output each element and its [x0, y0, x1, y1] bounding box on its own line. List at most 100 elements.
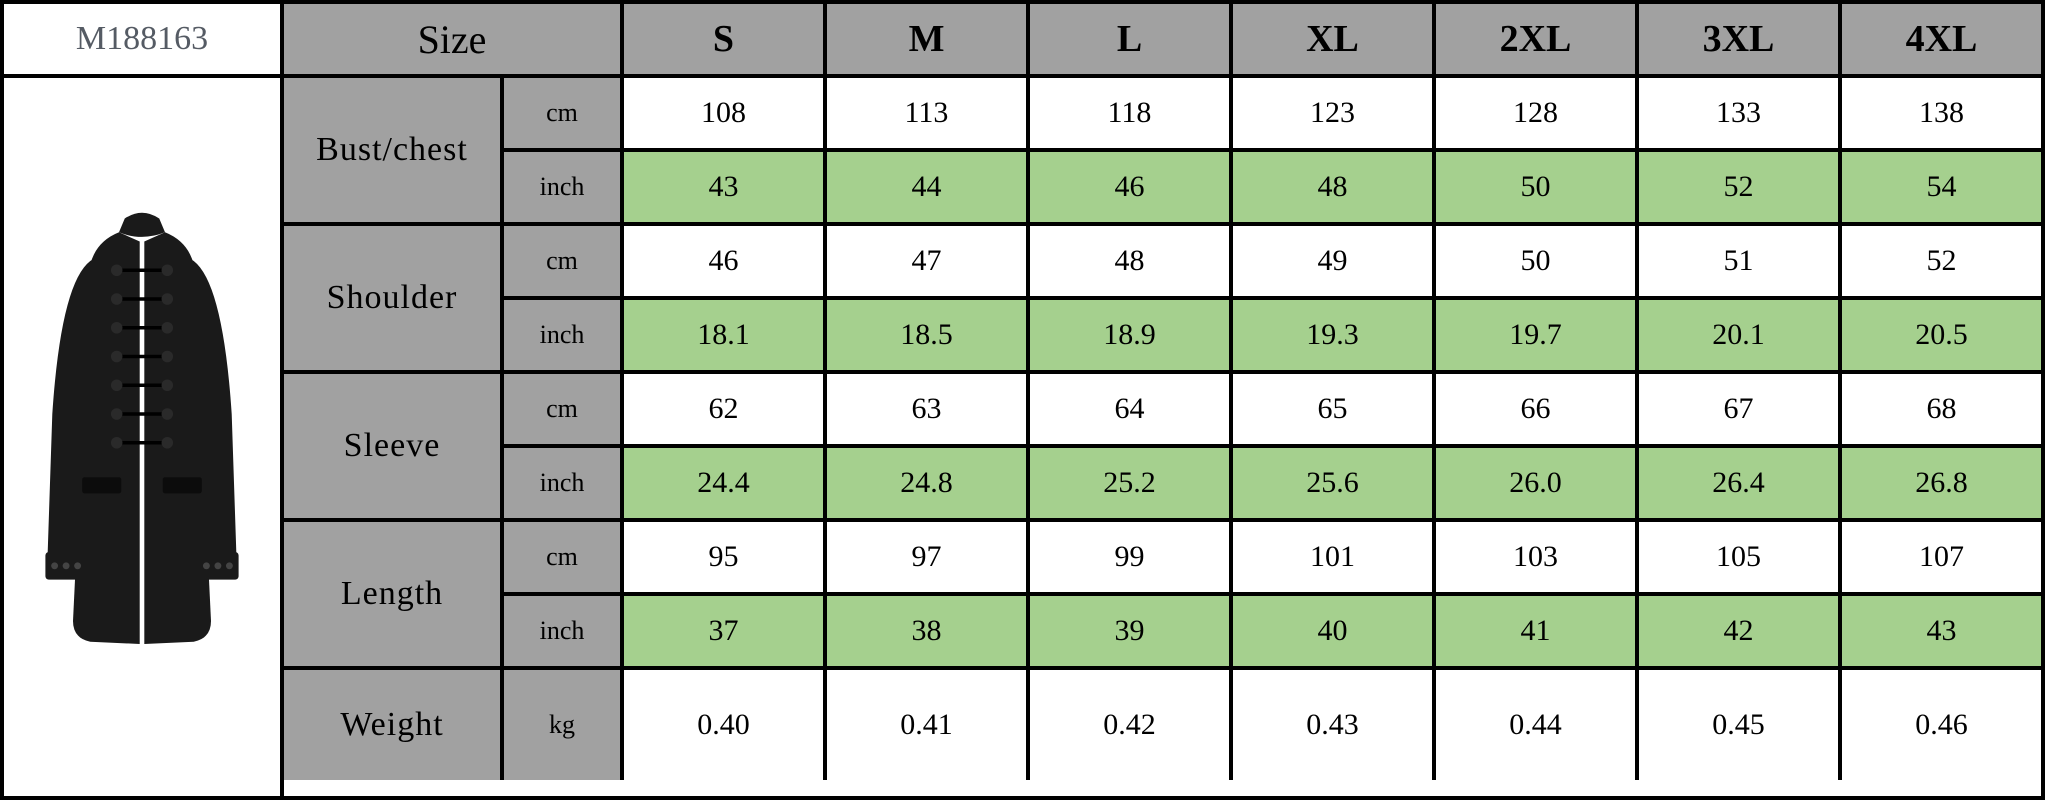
- value-cells: 46474849505152: [624, 226, 2041, 296]
- value-cell: 0.42: [1030, 670, 1233, 780]
- value-cell: 46: [624, 226, 827, 296]
- unit-row-inch: inch24.424.825.225.626.026.426.8: [504, 448, 2041, 518]
- measure-group-length: Lengthcm959799101103105107inch3738394041…: [284, 522, 2041, 670]
- value-cell: 50: [1436, 226, 1639, 296]
- value-cell: 26.0: [1436, 448, 1639, 518]
- size-header-3XL: 3XL: [1639, 4, 1842, 74]
- size-label: Size: [284, 4, 624, 74]
- size-header-L: L: [1030, 4, 1233, 74]
- value-cell: 52: [1639, 152, 1842, 222]
- measure-group-shoulder: Shouldercm46474849505152inch18.118.518.9…: [284, 226, 2041, 374]
- unit-row-cm: cm46474849505152: [504, 226, 2041, 300]
- unit-label: cm: [504, 522, 624, 592]
- value-cell: 65: [1233, 374, 1436, 444]
- value-cell: 64: [1030, 374, 1233, 444]
- value-cell: 44: [827, 152, 1030, 222]
- value-cell: 128: [1436, 78, 1639, 148]
- value-cell: 123: [1233, 78, 1436, 148]
- value-cell: 95: [624, 522, 827, 592]
- value-cell: 97: [827, 522, 1030, 592]
- value-cell: 26.8: [1842, 448, 2041, 518]
- product-code: M188163: [4, 4, 280, 78]
- value-cell: 39: [1030, 596, 1233, 666]
- unit-label: cm: [504, 78, 624, 148]
- size-columns: SMLXL2XL3XL4XL: [624, 4, 2041, 74]
- value-cell: 0.44: [1436, 670, 1639, 780]
- value-cell: 68: [1842, 374, 2041, 444]
- value-cell: 113: [827, 78, 1030, 148]
- unit-label: cm: [504, 374, 624, 444]
- size-header-XL: XL: [1233, 4, 1436, 74]
- value-cell: 18.5: [827, 300, 1030, 370]
- size-header-S: S: [624, 4, 827, 74]
- value-cell: 24.4: [624, 448, 827, 518]
- size-header-M: M: [827, 4, 1030, 74]
- unit-label: inch: [504, 152, 624, 222]
- measure-group-sleeve: Sleevecm62636465666768inch24.424.825.225…: [284, 374, 2041, 522]
- value-cell: 20.1: [1639, 300, 1842, 370]
- value-cell: 19.3: [1233, 300, 1436, 370]
- value-cell: 41: [1436, 596, 1639, 666]
- measure-rows: cm62636465666768inch24.424.825.225.626.0…: [504, 374, 2041, 518]
- unit-row-cm: cm108113118123128133138: [504, 78, 2041, 152]
- value-cell: 48: [1030, 226, 1233, 296]
- value-cell: 101: [1233, 522, 1436, 592]
- measure-label: Sleeve: [284, 374, 504, 518]
- value-cells: 18.118.518.919.319.720.120.5: [624, 300, 2041, 370]
- value-cell: 46: [1030, 152, 1233, 222]
- value-cell: 51: [1639, 226, 1842, 296]
- value-cell: 0.41: [827, 670, 1030, 780]
- value-cell: 0.45: [1639, 670, 1842, 780]
- value-cell: 67: [1639, 374, 1842, 444]
- value-cell: 54: [1842, 152, 2041, 222]
- value-cells: 24.424.825.225.626.026.426.8: [624, 448, 2041, 518]
- value-cells: 959799101103105107: [624, 522, 2041, 592]
- value-cell: 19.7: [1436, 300, 1639, 370]
- measure-label: Length: [284, 522, 504, 666]
- value-cell: 0.46: [1842, 670, 2041, 780]
- value-cells: 0.400.410.420.430.440.450.46: [624, 670, 2041, 780]
- left-column: M188163: [4, 4, 284, 796]
- coat-icon: [27, 207, 257, 667]
- unit-label: kg: [504, 670, 624, 780]
- unit-label: inch: [504, 596, 624, 666]
- value-cell: 37: [624, 596, 827, 666]
- measure-group-weight: Weightkg0.400.410.420.430.440.450.46: [284, 670, 2041, 780]
- unit-label: inch: [504, 448, 624, 518]
- value-cell: 20.5: [1842, 300, 2041, 370]
- value-cell: 52: [1842, 226, 2041, 296]
- measure-label: Weight: [284, 670, 504, 780]
- value-cell: 66: [1436, 374, 1639, 444]
- value-cell: 25.6: [1233, 448, 1436, 518]
- measure-label: Shoulder: [284, 226, 504, 370]
- value-cells: 62636465666768: [624, 374, 2041, 444]
- value-cell: 38: [827, 596, 1030, 666]
- value-cell: 47: [827, 226, 1030, 296]
- measure-rows: kg0.400.410.420.430.440.450.46: [504, 670, 2041, 780]
- value-cell: 50: [1436, 152, 1639, 222]
- right-column: Size SMLXL2XL3XL4XL Bust/chestcm10811311…: [284, 4, 2041, 796]
- value-cell: 99: [1030, 522, 1233, 592]
- measure-rows: cm46474849505152inch18.118.518.919.319.7…: [504, 226, 2041, 370]
- value-cell: 43: [624, 152, 827, 222]
- value-cell: 0.40: [624, 670, 827, 780]
- value-cell: 40: [1233, 596, 1436, 666]
- value-cell: 108: [624, 78, 827, 148]
- value-cell: 18.9: [1030, 300, 1233, 370]
- measure-group-bustchest: Bust/chestcm108113118123128133138inch434…: [284, 78, 2041, 226]
- value-cell: 0.43: [1233, 670, 1436, 780]
- value-cell: 107: [1842, 522, 2041, 592]
- value-cell: 62: [624, 374, 827, 444]
- value-cell: 25.2: [1030, 448, 1233, 518]
- unit-row-inch: inch37383940414243: [504, 596, 2041, 666]
- measure-rows: cm959799101103105107inch37383940414243: [504, 522, 2041, 666]
- value-cell: 42: [1639, 596, 1842, 666]
- value-cell: 63: [827, 374, 1030, 444]
- unit-row-inch: inch18.118.518.919.319.720.120.5: [504, 300, 2041, 370]
- unit-row-cm: cm62636465666768: [504, 374, 2041, 448]
- size-chart: M188163: [0, 0, 2045, 800]
- value-cell: 48: [1233, 152, 1436, 222]
- value-cells: 37383940414243: [624, 596, 2041, 666]
- value-cells: 108113118123128133138: [624, 78, 2041, 148]
- value-cell: 133: [1639, 78, 1842, 148]
